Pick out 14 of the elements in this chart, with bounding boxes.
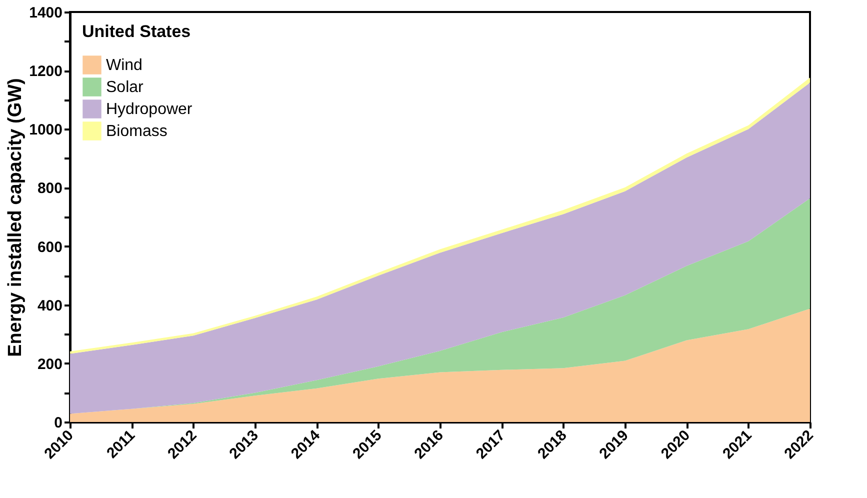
legend-label: Biomass [106, 123, 168, 140]
y-tick-label: 1200 [29, 63, 62, 80]
y-axis-title: Energy installed capacity (GW) [5, 78, 26, 357]
legend-label: Hydropower [106, 101, 193, 118]
y-tick-label: 600 [37, 238, 62, 256]
legend-label: Solar [106, 79, 144, 96]
legend-label: Wind [106, 57, 142, 74]
y-tick-label: 1000 [29, 122, 62, 139]
legend-title: United States [82, 22, 191, 41]
y-tick-label: 400 [37, 297, 62, 314]
y-tick-label: 200 [37, 356, 62, 373]
y-tick-label: 1400 [29, 4, 62, 22]
y-tick-label: 800 [37, 180, 62, 198]
y-tick-label: 0 [54, 414, 62, 432]
